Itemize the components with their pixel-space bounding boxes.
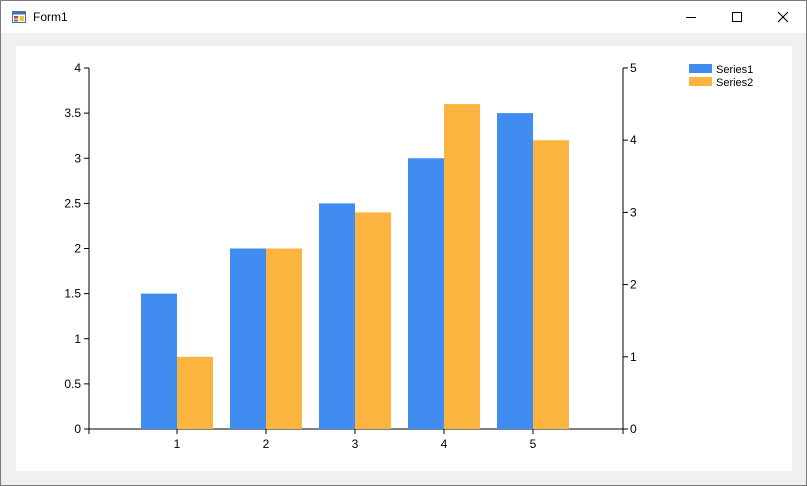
chart-container: 0 0.5 1 1.5 2 2.5 3 3.5 4 0 1 2 3 4 5 1 2 3 4 5 Series1 Serie… xyxy=(16,46,792,471)
legend-swatch-series2 xyxy=(689,77,712,86)
legend-label-series1: Series1 xyxy=(716,64,753,76)
minimize-icon xyxy=(686,17,696,18)
y-right-tick-label: 3 xyxy=(630,205,637,219)
maximize-button[interactable] xyxy=(714,1,760,33)
x-tick-label: 4 xyxy=(441,437,448,451)
bar-series2 xyxy=(533,140,569,429)
y-right-tick-label: 2 xyxy=(630,278,637,292)
bar-chart: 0 0.5 1 1.5 2 2.5 3 3.5 4 0 1 2 3 4 5 1 2 3 4 5 Series1Serie… xyxy=(64,61,753,451)
y-left-tick-label: 4 xyxy=(74,61,81,75)
bar-series2 xyxy=(444,104,480,429)
bar-series1 xyxy=(497,113,533,429)
y-left-tick-label: 1.5 xyxy=(64,287,81,301)
close-icon xyxy=(777,11,789,23)
close-button[interactable] xyxy=(760,1,806,33)
title-bar[interactable]: Form1 xyxy=(1,1,806,33)
maximize-icon xyxy=(732,12,742,22)
y-right-tick-label: 5 xyxy=(630,61,637,75)
y-left-tick-label: 3 xyxy=(74,151,81,165)
y-left-tick-label: 3.5 xyxy=(64,106,81,120)
y-left-tick-label: 2.5 xyxy=(64,196,81,210)
bar-series2 xyxy=(355,212,391,429)
x-tick-label: 2 xyxy=(263,437,270,451)
y-left-tick-label: 1 xyxy=(74,332,81,346)
legend-swatch-series1 xyxy=(689,64,712,73)
y-left-tick-label: 2 xyxy=(74,242,81,256)
y-left-tick-label: 0.5 xyxy=(64,377,81,391)
y-right-tick-label: 1 xyxy=(630,350,637,364)
form-app-icon xyxy=(12,11,26,23)
bar-series2 xyxy=(266,248,302,429)
legend-label-series2: Series2 xyxy=(716,77,753,89)
x-tick-label: 5 xyxy=(530,437,537,451)
y-right-tick-label: 4 xyxy=(630,133,637,147)
bar-series1 xyxy=(408,158,444,429)
bar-series1 xyxy=(319,203,355,429)
bar-series1 xyxy=(230,248,266,429)
y-right-tick-label: 0 xyxy=(630,422,637,436)
x-tick-label: 3 xyxy=(352,437,359,451)
window-title: Form1 xyxy=(33,10,68,24)
bar-series2 xyxy=(177,356,213,429)
y-left-tick-label: 0 xyxy=(74,422,81,436)
x-tick-label: 1 xyxy=(174,437,181,451)
bar-series1 xyxy=(141,293,177,429)
minimize-button[interactable] xyxy=(668,1,714,33)
